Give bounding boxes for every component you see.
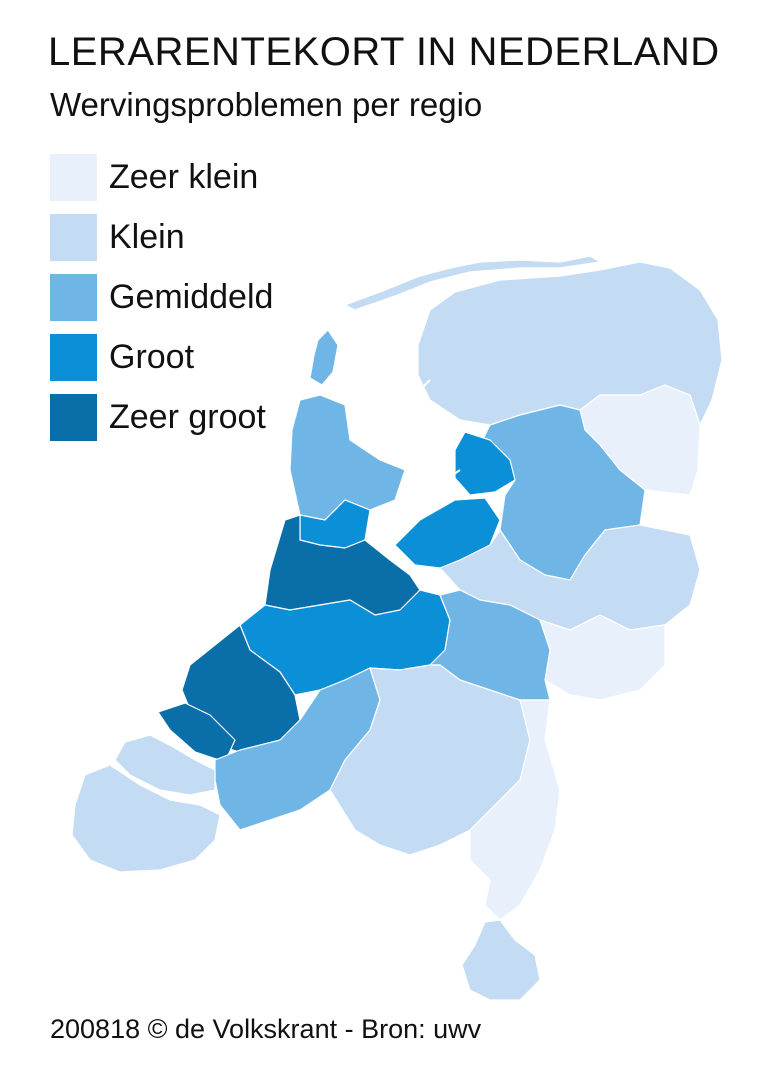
map-region — [469, 699, 561, 921]
legend-swatch — [50, 154, 97, 201]
page-subtitle: Wervingsproblemen per regio — [50, 86, 483, 123]
legend-item-groot: Groot — [50, 334, 194, 381]
legend-swatch — [50, 394, 97, 441]
map-region — [461, 919, 541, 1001]
map-region — [289, 394, 406, 521]
map-region — [539, 614, 666, 701]
map-region — [157, 702, 236, 763]
legend-label: Zeer groot — [109, 398, 266, 436]
legend-item-zeer-groot: Zeer groot — [50, 394, 266, 441]
legend-swatch — [50, 334, 97, 381]
map-region — [344, 255, 601, 311]
legend-label: Gemiddeld — [109, 278, 274, 316]
map-region — [71, 734, 221, 873]
water-lines — [349, 379, 461, 521]
legend-label: Klein — [109, 218, 185, 256]
legend-item-klein: Klein — [50, 214, 185, 261]
legend-item-zeer-klein: Zeer klein — [50, 154, 258, 201]
legend-swatch — [50, 274, 97, 321]
legend-label: Zeer klein — [109, 158, 259, 196]
map-region — [309, 329, 339, 386]
legend-swatch — [50, 214, 97, 261]
map-region — [394, 497, 501, 569]
source-credit: 200818 © de Volkskrant - Bron: uwv — [50, 1014, 482, 1044]
map-region — [454, 431, 516, 496]
legend-item-gemiddeld: Gemiddeld — [50, 274, 273, 321]
legend-label: Groot — [109, 338, 195, 376]
page-title: LERARENTEKORT IN NEDERLAND — [48, 30, 720, 74]
